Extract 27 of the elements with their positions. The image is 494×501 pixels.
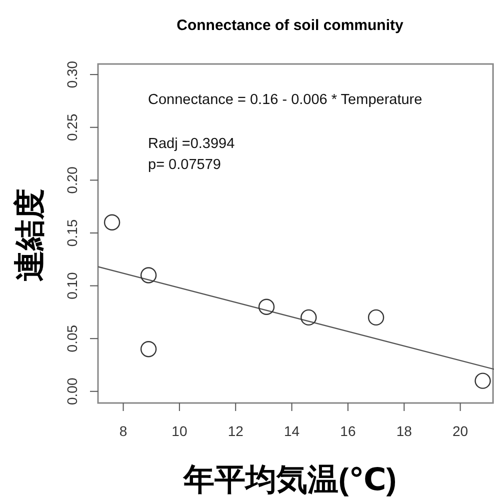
y-tick-label: 0.30: [64, 60, 80, 88]
y-tick-label: 0.00: [64, 378, 80, 406]
annotation: p= 0.07579: [148, 157, 221, 173]
chart-title: Connectance of soil community: [176, 17, 404, 34]
annotation: Connectance = 0.16 - 0.006 * Temperature: [148, 92, 422, 108]
point: [474, 372, 491, 389]
x-axis-title: 年平均気温(℃): [182, 462, 397, 497]
x-tick-label: 16: [340, 423, 356, 439]
x-tick-label: 20: [452, 423, 468, 439]
y-axis-title: 連結度: [12, 188, 47, 282]
point: [140, 341, 157, 358]
x-tick-label: 18: [396, 423, 412, 439]
y-tick-label: 0.20: [64, 166, 80, 194]
x-tick-label: 14: [284, 423, 300, 439]
y-tick-label: 0.25: [64, 114, 80, 141]
annotation: Radj =0.3994: [148, 136, 235, 152]
y-tick-label: 0.15: [64, 219, 80, 247]
y-tick-label: 0.10: [64, 272, 80, 300]
x-tick-label: 12: [228, 423, 244, 439]
point: [258, 298, 275, 315]
x-tick-label: 8: [119, 423, 128, 439]
point: [140, 267, 157, 284]
point: [104, 214, 120, 231]
x-tick-label: 10: [172, 423, 188, 439]
point: [368, 309, 384, 326]
y-tick-label: 0.05: [64, 324, 80, 352]
point: [300, 309, 317, 326]
